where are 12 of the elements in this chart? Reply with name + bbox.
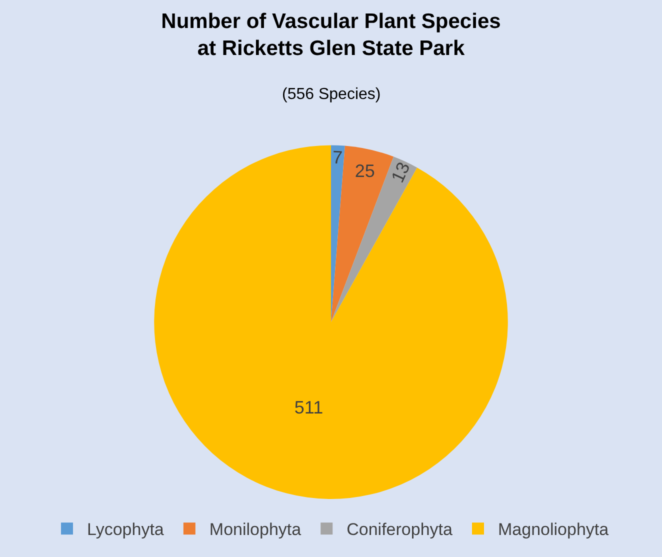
pie-slice <box>154 145 508 499</box>
legend-label: Lycophyta <box>87 520 164 540</box>
chart-subtitle: (556 Species) <box>282 86 381 103</box>
data-label: 7 <box>332 147 343 168</box>
chart-title: Number of Vascular Plant Species at Ricketts Glen State Park <box>161 10 501 60</box>
data-label: 511 <box>294 398 324 418</box>
data-label: 13 <box>387 158 414 186</box>
legend-label: Coniferophyta <box>346 520 454 540</box>
pie-slice <box>331 146 394 322</box>
legend-label: Monilophyta <box>209 520 302 540</box>
legend-label: Magnoliophyta <box>498 520 610 540</box>
data-label: 25 <box>354 160 375 181</box>
